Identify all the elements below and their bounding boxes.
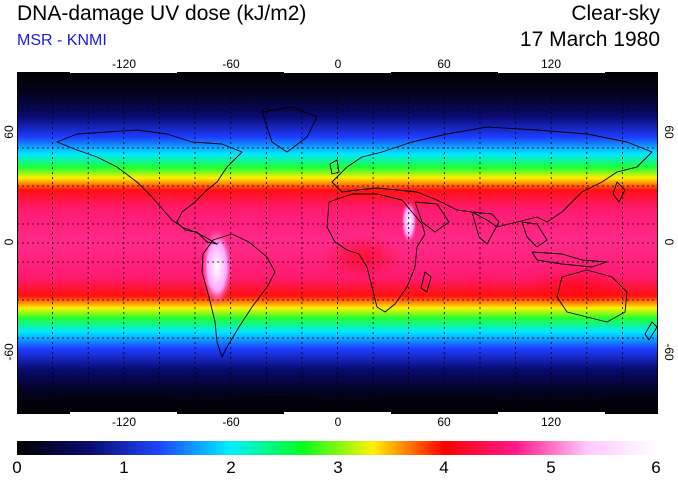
lon-tick-bottom: 120 bbox=[540, 415, 562, 429]
colorbar-label: 1 bbox=[119, 458, 129, 477]
japan-coast bbox=[612, 181, 626, 203]
antarctica-coast bbox=[17, 396, 658, 403]
lon-tick-bottom: 0 bbox=[334, 415, 342, 429]
colorbar bbox=[17, 441, 658, 455]
lon-tick-bottom: -60 bbox=[222, 415, 240, 429]
new-zealand-coast bbox=[644, 321, 658, 341]
lat-tick-left: 60 bbox=[2, 125, 16, 139]
date-label: 17 March 1980 bbox=[519, 28, 660, 51]
lat-tick-right: -60 bbox=[662, 343, 676, 361]
africa-coast bbox=[326, 193, 426, 313]
north-america-coast bbox=[56, 129, 243, 245]
lat-tick-right: 60 bbox=[662, 125, 676, 139]
map-title: DNA-damage UV dose (kJ/m2) bbox=[17, 2, 307, 25]
colorbar-label: 6 bbox=[651, 458, 661, 477]
south-america-coast bbox=[201, 233, 276, 358]
lon-tick-top: -120 bbox=[111, 57, 137, 71]
arabia-coast bbox=[414, 201, 450, 233]
lon-tick-top: 120 bbox=[540, 57, 562, 71]
coastlines bbox=[17, 106, 658, 403]
lon-tick-bottom: -120 bbox=[111, 415, 137, 429]
lat-tick-left: -60 bbox=[2, 343, 16, 361]
lat-tick-right: 0 bbox=[662, 238, 676, 246]
africa-band bbox=[322, 235, 402, 279]
india-coast bbox=[471, 211, 500, 245]
australia-coast bbox=[556, 269, 628, 323]
lon-tick-top: 60 bbox=[437, 57, 451, 71]
colorbar-label: 4 bbox=[439, 458, 449, 477]
southeast-asia-coast bbox=[521, 221, 548, 248]
sky-condition-label: Clear-sky bbox=[571, 2, 660, 25]
uv-dose-map bbox=[17, 72, 658, 414]
uk-coast bbox=[329, 159, 340, 175]
australia-band bbox=[527, 265, 627, 309]
source-label: MSR - KNMI bbox=[17, 32, 107, 49]
madagascar-coast bbox=[420, 271, 432, 293]
colorbar-label: 0 bbox=[12, 458, 22, 477]
frame-top-ticks bbox=[17, 70, 658, 73]
indonesia-coast bbox=[531, 251, 608, 268]
lon-tick-top: 0 bbox=[334, 57, 342, 71]
greenland-coast bbox=[261, 106, 318, 153]
lon-tick-bottom: 60 bbox=[437, 415, 451, 429]
eurasia-coast bbox=[331, 126, 653, 228]
graticule bbox=[17, 72, 658, 414]
frame-bottom-ticks bbox=[17, 412, 658, 415]
andes-high-uv bbox=[201, 227, 233, 307]
colorbar-label: 5 bbox=[546, 458, 556, 477]
lon-tick-top: -60 bbox=[222, 57, 240, 71]
colorbar-label: 3 bbox=[333, 458, 343, 477]
lat-tick-left: 0 bbox=[2, 238, 16, 246]
colorbar-label: 2 bbox=[226, 458, 236, 477]
